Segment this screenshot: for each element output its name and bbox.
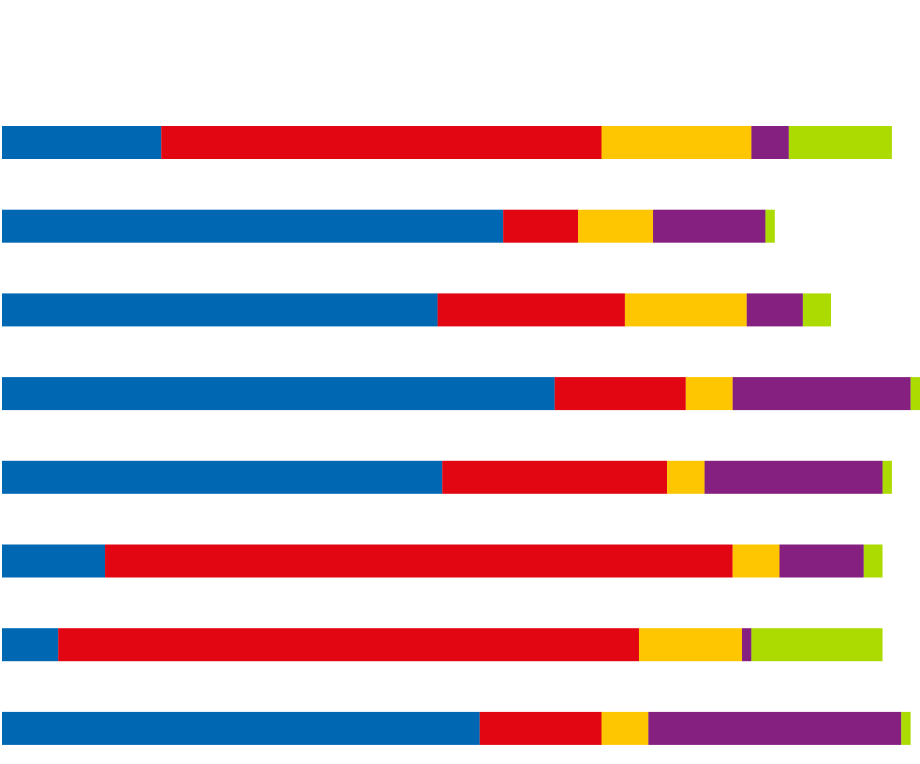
bar-segment-row3-series3 [624,293,747,327]
bar-segment-row3-series4 [746,293,803,327]
bar-segment-row6-series5 [863,544,883,578]
bar-segment-row5-series5 [882,460,892,494]
bar-segment-row7-series4 [742,628,752,662]
bar-segment-row7-series1 [2,628,59,662]
bar-segment-row5-series1 [2,460,443,494]
bar-segment-row8-series2 [479,711,602,745]
bar-segment-row8-series1 [2,711,480,745]
bar-segment-row6-series2 [105,544,733,578]
bar-segment-row1-series5 [788,126,892,159]
bar-segment-row4-series4 [732,377,911,411]
bar-segment-row2-series3 [578,209,654,243]
bar-segment-row7-series5 [751,628,883,662]
bar-segment-row4-series3 [685,377,733,411]
bar-segment-row2-series5 [765,209,775,243]
bar-segment-row5-series4 [704,460,883,494]
bar-segment-row5-series3 [667,460,705,494]
bar-segment-row7-series2 [58,628,639,662]
bar-segment-row8-series4 [648,711,902,745]
bar-segment-row4-series2 [554,377,686,411]
bar-segment-row1-series4 [751,126,789,159]
bar-segment-row1-series3 [601,126,752,159]
bar-group [2,126,920,745]
bar-segment-row2-series2 [503,209,579,243]
bar-segment-row1-series1 [2,126,162,159]
bar-segment-row8-series5 [901,711,911,745]
bar-segment-row7-series3 [638,628,743,662]
bar-segment-row8-series3 [601,711,649,745]
bar-segment-row3-series2 [437,293,625,327]
bar-segment-row4-series1 [2,377,555,411]
bar-segment-row3-series1 [2,293,438,327]
bar-segment-row1-series2 [161,126,602,159]
bar-segment-row2-series4 [653,209,766,243]
bar-segment-row6-series3 [732,544,780,578]
bar-segment-row5-series2 [442,460,668,494]
bar-segment-row3-series5 [802,293,832,327]
bar-segment-row6-series1 [2,544,106,578]
bar-segment-row4-series5 [910,377,920,411]
bar-segment-row6-series4 [779,544,864,578]
bar-segment-row2-series1 [2,209,504,243]
